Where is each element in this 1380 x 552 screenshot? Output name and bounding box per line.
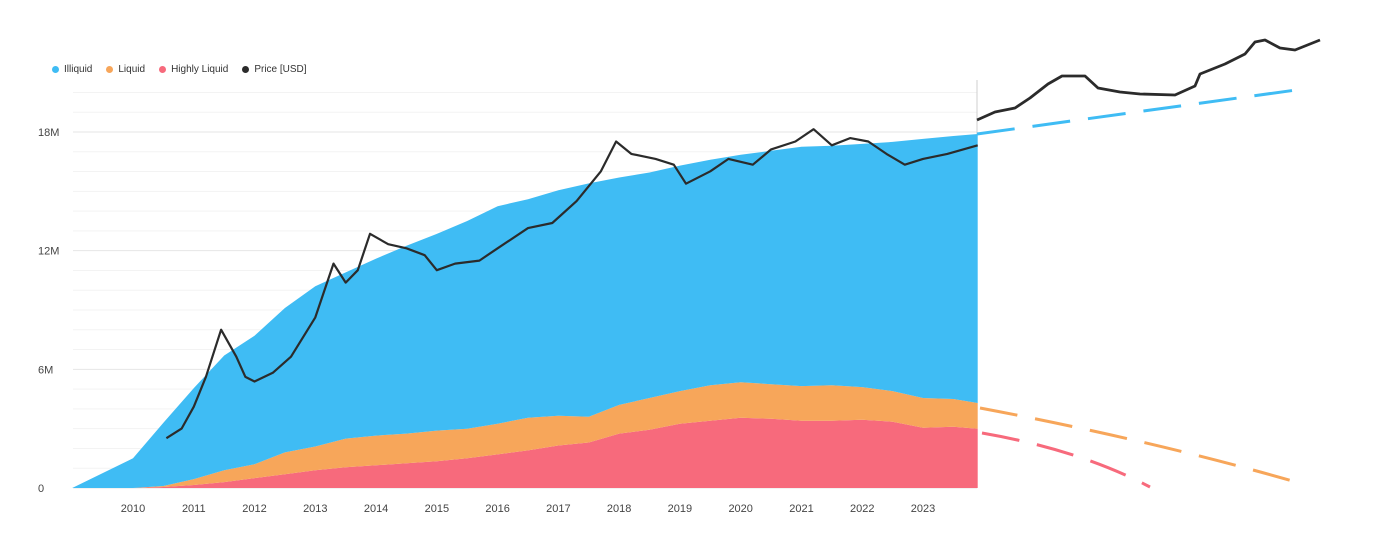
price-line-group <box>165 128 978 440</box>
x-tick-label: 2014 <box>364 503 388 515</box>
legend-label: Liquid <box>118 64 146 75</box>
y-tick-label: 18M <box>38 127 59 139</box>
area-liquid <box>72 382 978 488</box>
forecast-highly-liquid <box>981 431 1151 489</box>
legend-item-price-usd[interactable]: Price [USD] <box>242 64 307 75</box>
legend: Illiquid Liquid Highly Liquid Price [USD] <box>52 64 307 75</box>
legend-dot <box>106 66 114 73</box>
stacked-areas <box>72 134 978 488</box>
y-tick-label: 0 <box>38 483 44 495</box>
x-tick-label: 2012 <box>242 503 266 515</box>
x-tick-label: 2011 <box>182 503 206 515</box>
x-tick-label: 2013 <box>303 503 327 515</box>
forecast-liquid <box>979 406 1297 484</box>
x-tick-label: 2021 <box>789 503 813 515</box>
legend-item-illiquid[interactable]: Illiquid <box>52 64 92 75</box>
forecast-illiquid <box>976 88 1297 136</box>
legend-dot <box>52 66 59 73</box>
y-tick-label: 12M <box>38 246 59 258</box>
x-tick-label: 2017 <box>546 503 570 515</box>
y-axis-ticks: 0 6M 12M 18M <box>38 127 59 495</box>
legend-dot <box>242 66 250 73</box>
legend-item-liquid[interactable]: Liquid <box>106 64 145 75</box>
legend-item-highly-liquid[interactable]: Highly Liquid <box>159 64 228 75</box>
legend-dot <box>159 66 167 73</box>
x-tick-label: 2010 <box>121 503 145 515</box>
legend-label: Price [USD] <box>254 64 307 75</box>
x-tick-label: 2015 <box>425 503 449 515</box>
x-tick-label: 2018 <box>607 503 631 515</box>
price-line <box>165 128 978 440</box>
legend-label: Highly Liquid <box>171 64 229 75</box>
area-highly-liquid <box>72 417 978 488</box>
area-illiquid <box>72 134 978 488</box>
x-tick-label: 2022 <box>850 503 874 515</box>
x-tick-label: 2019 <box>668 503 692 515</box>
y-tick-label: 6M <box>38 364 53 376</box>
forecast-lines <box>976 38 1321 489</box>
x-tick-label: 2016 <box>485 503 509 515</box>
legend-label: Illiquid <box>64 64 93 75</box>
forecast-price <box>976 38 1321 122</box>
x-tick-label: 2023 <box>911 503 935 515</box>
x-tick-label: 2020 <box>728 503 752 515</box>
x-axis-ticks: 2010 2011 2012 2013 2014 2015 2016 2017 2018 2019… <box>121 503 935 515</box>
